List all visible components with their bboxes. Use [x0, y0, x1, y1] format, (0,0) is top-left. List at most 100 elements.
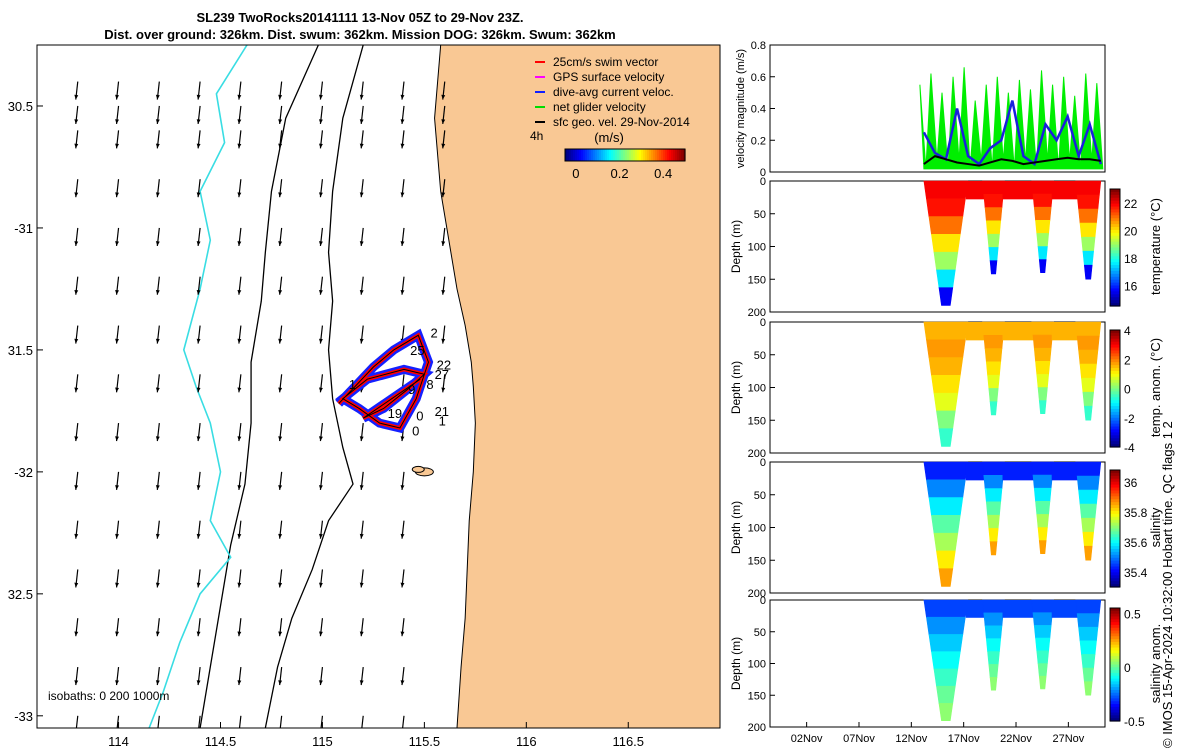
velocity-arrow — [196, 374, 201, 393]
heatmap-colorbar-cell — [1110, 490, 1120, 494]
map-colorbar-cell — [683, 149, 686, 161]
heatmap-cell — [1076, 475, 1100, 491]
heatmap-cell — [1081, 654, 1096, 669]
velocity-arrow — [155, 423, 160, 442]
heatmap-cell — [1036, 374, 1050, 388]
velocity-arrow-head — [196, 680, 201, 686]
island-rottnest — [411, 465, 425, 473]
heatmap-cell — [1076, 194, 1100, 210]
velocity-arrow — [155, 105, 160, 125]
heatmap-cell — [928, 634, 964, 653]
legend-entry: 25cm/s swim vector — [553, 55, 658, 69]
velocity-arrow-head — [237, 289, 242, 295]
velocity-arrow — [441, 81, 446, 100]
velocity-arrow-head — [74, 94, 79, 100]
velocity-arrow-head — [319, 631, 323, 637]
legend-entry: dive-avg current veloc. — [553, 85, 674, 99]
legend-entry: sfc geo. vel. 29-Nov-2014 — [553, 115, 690, 129]
heatmap-colorbar-cell — [1110, 426, 1120, 431]
heatmap-cell — [985, 361, 1002, 376]
map-colorbar-cell — [599, 149, 602, 161]
heatmap-cell — [985, 220, 1002, 235]
map-colorbar-cell — [637, 149, 640, 161]
velocity-arrow — [237, 276, 242, 295]
map-colorbar-cell — [633, 149, 636, 161]
heatmap-cell — [1036, 650, 1050, 664]
heatmap-colorbar-cell — [1110, 627, 1120, 632]
velocity-arrow-head — [359, 631, 364, 637]
velocity-arrow — [196, 276, 201, 295]
velocity-arrow — [237, 666, 242, 686]
velocity-arrow-head — [359, 485, 364, 490]
velocity-arrow-head — [74, 192, 79, 198]
heatmap-colorbar-cell — [1110, 262, 1120, 266]
heatmap-y-tick-label: 200 — [748, 448, 766, 460]
heatmap-cell — [928, 216, 964, 235]
velocity-arrow — [74, 374, 79, 393]
heatmap-colorbar-cell — [1110, 330, 1120, 334]
velocity-arrow-head — [115, 94, 119, 100]
velocity-arrow — [278, 81, 283, 100]
heatmap-colorbar-cell — [1110, 678, 1120, 683]
velocity-arrow — [74, 471, 79, 490]
velocity-arrow — [359, 179, 364, 198]
velocity-arrow — [196, 423, 201, 442]
velocity-arrow — [196, 227, 201, 247]
velocity-arrow-head — [74, 485, 79, 490]
velocity-arrow-head — [359, 533, 364, 539]
velocity-arrow-head — [319, 338, 323, 344]
time-x-tick-label: 07Nov — [843, 733, 875, 745]
heatmap-colorbar-cell — [1110, 519, 1120, 524]
heatmap-cell — [988, 247, 999, 262]
velocity-arrow-head — [237, 582, 242, 588]
heatmap-colorbar-cell — [1110, 516, 1120, 521]
heatmap-cell — [989, 260, 998, 275]
map-colorbar-cell — [607, 149, 610, 161]
velocity-arrow — [278, 569, 283, 588]
heatmap-cell — [1035, 637, 1051, 652]
heatmap-cell — [1035, 220, 1051, 234]
velocity-arrow-head — [441, 94, 446, 100]
heatmap-y-tick-label: 0 — [760, 317, 766, 329]
velocity-arrow — [319, 423, 324, 442]
heatmap-colorbar-cell — [1110, 273, 1120, 278]
velocity-arrow-head — [74, 143, 79, 149]
map-colorbar-cell — [657, 149, 660, 161]
velocity-arrow — [319, 471, 324, 490]
velocity-arrow — [196, 179, 201, 198]
velocity-arrow — [361, 715, 364, 728]
velocity-arrow-head — [359, 94, 364, 100]
heatmap-cell — [1038, 540, 1047, 554]
heatmap-cell — [1036, 233, 1050, 247]
velocity-arrow — [237, 179, 242, 198]
heatmap-cell — [989, 541, 998, 556]
heatmap-cell — [1083, 405, 1093, 421]
velocity-arrow — [359, 520, 364, 539]
velocity-arrow — [278, 227, 283, 247]
heatmap-colorbar-cell — [1110, 581, 1120, 585]
velocity-arrow — [319, 276, 324, 295]
velocity-arrow-head — [115, 241, 119, 246]
map-colorbar-cell — [677, 149, 680, 161]
velocity-arrow — [155, 618, 160, 637]
heatmap-colorbar-cell — [1110, 653, 1120, 657]
velocity-arrow-head — [278, 533, 283, 539]
legend-entry: net glider velocity — [553, 100, 646, 114]
heatmap-colorbar-cell — [1110, 253, 1120, 257]
heatmap-colorbar-cell — [1110, 376, 1120, 381]
heatmap-colorbar-cell — [1110, 644, 1120, 649]
velocity-arrow — [402, 715, 405, 728]
velocity-arrow — [155, 130, 160, 149]
heatmap-colorbar-cell — [1110, 365, 1120, 369]
velocity-arrow-head — [237, 119, 242, 124]
map-colorbar-cell — [589, 149, 592, 161]
velocity-arrow-shaft — [279, 715, 283, 728]
heatmap-colorbar-cell — [1110, 256, 1120, 260]
velocity-arrow — [319, 325, 324, 344]
map-colorbar-cell — [591, 149, 594, 161]
heatmap-cell — [926, 479, 966, 498]
velocity-arrow — [359, 471, 364, 490]
heatmap-colorbar-cell — [1110, 420, 1120, 425]
velocity-arrow-head — [115, 338, 119, 344]
velocity-arrow — [196, 666, 201, 686]
